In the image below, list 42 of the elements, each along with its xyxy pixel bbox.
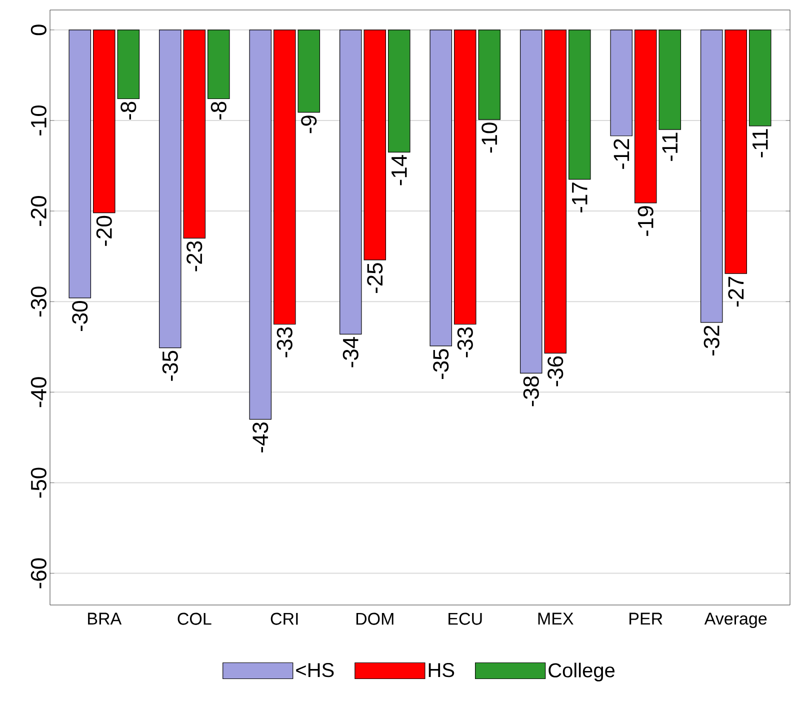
x-tick-label: MEX: [538, 612, 574, 624]
x-tick-label: Average: [704, 612, 767, 628]
data-label: -33: [276, 327, 292, 358]
data-label: -35: [162, 350, 178, 381]
data-label: -11: [662, 132, 678, 161]
y-tick-label: 0: [30, 24, 46, 36]
data-label: -35: [433, 349, 449, 380]
y-tick-label: -50: [30, 468, 46, 498]
data-label: -30: [72, 301, 88, 332]
data-label: -11: [752, 129, 768, 158]
x-tick-label: DOM: [356, 612, 394, 625]
data-label: -27: [728, 276, 744, 307]
data-label: -20: [96, 216, 112, 246]
x-tick-label: CRI: [270, 612, 298, 625]
y-tick-label: -10: [30, 105, 46, 136]
data-label: -14: [392, 155, 407, 186]
data-label: -12: [614, 139, 630, 169]
legend-label: HS: [428, 663, 454, 678]
y-tick-label: -40: [30, 377, 46, 408]
data-label: -34: [342, 337, 358, 368]
data-label: -19: [638, 206, 654, 236]
data-label: -36: [548, 356, 564, 386]
data-label: -38: [523, 376, 539, 406]
y-tick-label: -20: [30, 196, 46, 226]
x-tick-label: PER: [630, 612, 662, 624]
y-tick-label: -60: [30, 558, 46, 588]
data-label: -23: [186, 241, 202, 272]
data-label: -43: [252, 422, 268, 452]
data-label: -8: [210, 102, 226, 120]
data-label: -9: [301, 116, 317, 134]
legend-label: <HS: [296, 663, 334, 678]
data-label: -17: [572, 182, 588, 212]
legend-label: College: [548, 662, 615, 682]
data-label: -32: [704, 326, 720, 356]
data-label: -8: [120, 102, 136, 120]
data-label: -25: [367, 263, 383, 293]
y-tick-label: -30: [30, 286, 46, 317]
x-tick-label: ECU: [448, 612, 482, 625]
data-label: -33: [457, 327, 473, 358]
data-label: -10: [482, 122, 498, 153]
x-tick-label: COL: [178, 612, 212, 625]
x-tick-label: BRA: [88, 612, 122, 624]
